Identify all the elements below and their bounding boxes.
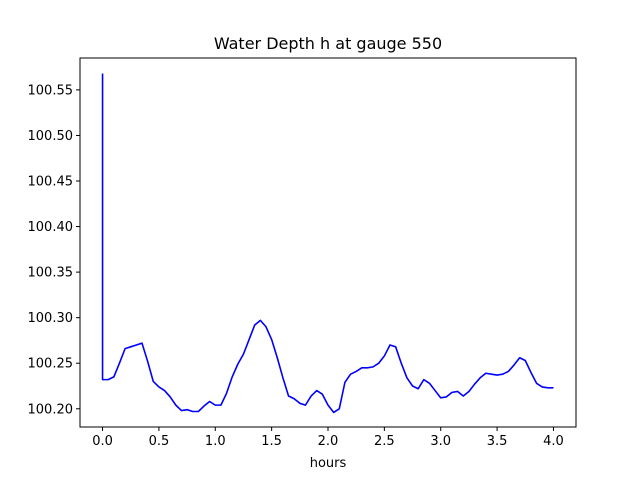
x-tick-label: 4.0 xyxy=(543,434,564,449)
x-tick-label: 0.5 xyxy=(149,434,170,449)
x-tick-label: 2.5 xyxy=(374,434,395,449)
plot-area xyxy=(101,73,554,414)
y-tick-label: 100.50 xyxy=(28,129,74,144)
y-axis: 100.20 100.25 100.30 100.35 100.40 100.45 100.… xyxy=(28,83,80,417)
x-tick-label: 3.5 xyxy=(487,434,508,449)
y-tick-label: 100.45 xyxy=(28,175,74,190)
y-tick-label: 100.40 xyxy=(28,220,74,235)
y-tick-label: 100.35 xyxy=(28,266,74,281)
series-line-water-depth xyxy=(101,73,554,414)
y-tick-label: 100.30 xyxy=(28,311,74,326)
y-tick-label: 100.25 xyxy=(28,357,74,372)
chart-title: Water Depth h at gauge 550 xyxy=(214,34,442,53)
x-tick-label: 2.0 xyxy=(318,434,339,449)
y-tick-label: 100.55 xyxy=(28,83,74,98)
x-tick-label: 3.0 xyxy=(430,434,451,449)
x-tick-label: 1.5 xyxy=(261,434,282,449)
x-tick-label: 1.0 xyxy=(205,434,226,449)
x-axis: 0.0 0.5 1.0 1.5 2.0 2.5 3.0 3.5 4.0 xyxy=(92,427,564,449)
y-tick-label: 100.20 xyxy=(28,402,74,417)
x-axis-label: hours xyxy=(310,456,347,471)
x-tick-label: 0.0 xyxy=(92,434,113,449)
